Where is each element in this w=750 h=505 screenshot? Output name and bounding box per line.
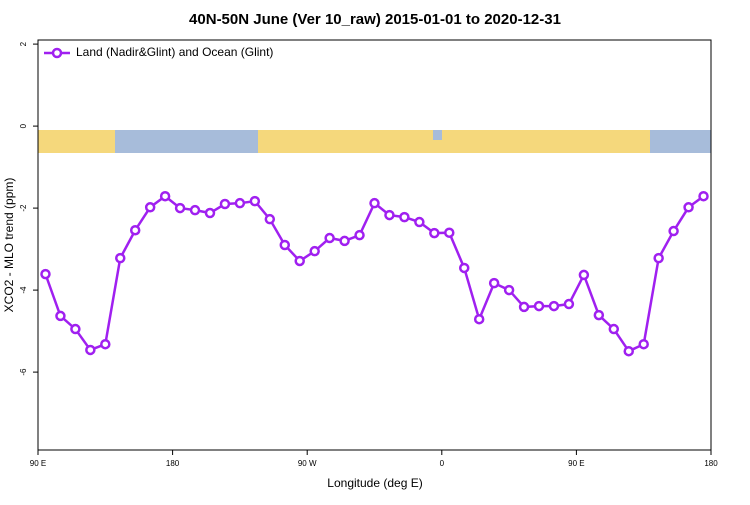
- data-point: [55, 310, 66, 322]
- x-tick-label: 180: [704, 459, 718, 468]
- data-point: [144, 202, 156, 213]
- data-point: [234, 197, 246, 209]
- y-tick-label: 2: [19, 41, 28, 46]
- data-point: [503, 284, 515, 296]
- data-point: [70, 323, 81, 335]
- data-point: [458, 262, 470, 274]
- data-point: [578, 269, 590, 281]
- data-point: [698, 190, 709, 202]
- data-point: [608, 323, 620, 335]
- data-point: [414, 216, 425, 228]
- map-strip: [38, 130, 711, 153]
- x-tick-label: 90 E: [30, 459, 46, 468]
- data-point: [309, 245, 320, 257]
- legend-label: Land (Nadir&Glint) and Ocean (Glint): [76, 45, 273, 59]
- data-point: [518, 301, 530, 313]
- y-tick-label: -2: [19, 204, 28, 212]
- data-point: [354, 229, 365, 241]
- data-point: [219, 198, 231, 210]
- x-tick-label: 90 E: [568, 459, 584, 468]
- x-tick-label: 0: [440, 459, 445, 468]
- data-point: [444, 227, 455, 238]
- data-point: [563, 298, 575, 310]
- data-point: [384, 209, 395, 221]
- data-point: [668, 225, 679, 237]
- legend-marker: [51, 47, 63, 59]
- y-tick-label: -6: [19, 368, 28, 376]
- data-point: [279, 239, 291, 251]
- x-axis-label: Longitude (deg E): [327, 476, 422, 490]
- data-point: [324, 232, 335, 244]
- data-point: [473, 313, 485, 325]
- data-point: [204, 207, 216, 219]
- data-point: [249, 195, 261, 207]
- data-point: [399, 211, 410, 223]
- data-point: [85, 344, 96, 356]
- data-point: [40, 268, 51, 280]
- data-point: [294, 255, 305, 267]
- series-line: [44, 194, 705, 353]
- y-tick-label: -4: [19, 286, 28, 294]
- data-point: [488, 277, 500, 289]
- data-point: [129, 224, 141, 236]
- data-point: [100, 338, 111, 350]
- x-tick-label: 180: [166, 459, 180, 468]
- plot-frame: [37, 39, 712, 451]
- data-point: [174, 202, 186, 214]
- data-point: [264, 213, 276, 225]
- x-tick-label: 90 W: [298, 459, 317, 468]
- y-axis-label: XCO2 - MLO trend (ppm): [2, 178, 16, 313]
- data-point: [189, 204, 201, 216]
- y-tick-label: 0: [19, 123, 28, 128]
- data-point: [683, 202, 694, 213]
- data-point: [369, 197, 380, 209]
- data-point: [593, 309, 605, 321]
- data-point: [623, 345, 634, 357]
- data-point: [429, 227, 440, 239]
- data-point: [533, 300, 545, 312]
- data-point: [339, 235, 350, 247]
- data-point: [638, 338, 649, 350]
- data-point: [115, 252, 126, 264]
- chart-title: 40N-50N June (Ver 10_raw) 2015-01-01 to …: [189, 11, 561, 28]
- data-point: [653, 252, 664, 264]
- data-point: [548, 300, 560, 312]
- data-point: [159, 190, 171, 202]
